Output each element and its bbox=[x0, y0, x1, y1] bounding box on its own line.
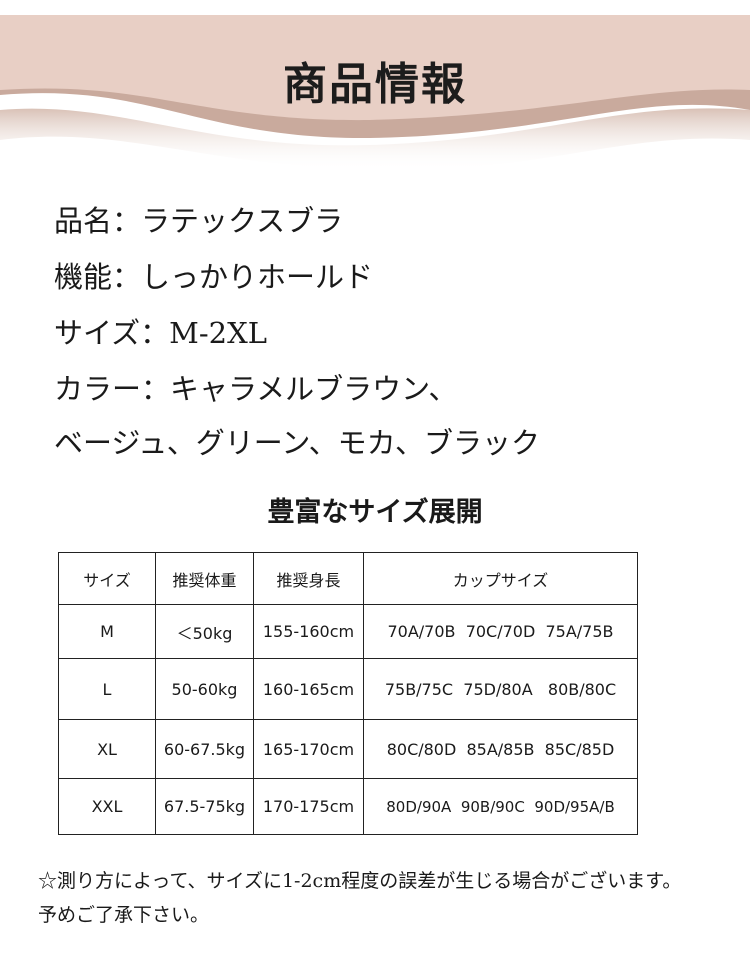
cell: M bbox=[58, 604, 156, 659]
table-header-row: サイズ 推奨体重 推奨身長 カップサイズ bbox=[58, 552, 638, 605]
cell: 80C/80D 85A/85B 85C/85D bbox=[363, 719, 638, 779]
product-colors-cont: ベージュ、グリーン、モカ、ブラック bbox=[54, 426, 541, 460]
cell: 80D/90A 90B/90C 90D/95A/B bbox=[363, 778, 638, 835]
cell: 75B/75C 75D/80A 80B/80C bbox=[363, 658, 638, 720]
table-row: M ＜50kg 155-160cm 70A/70B 70C/70D 75A/75B bbox=[58, 604, 638, 659]
cell: XL bbox=[58, 719, 156, 779]
cell: 67.5-75kg bbox=[155, 778, 254, 835]
product-sizes: サイズ：M-2XL bbox=[54, 316, 267, 350]
product-colors: カラー：キャラメルブラウン、 bbox=[54, 372, 458, 406]
cell: 155-160cm bbox=[253, 604, 364, 659]
header-banner bbox=[0, 15, 750, 170]
table-row: L 50-60kg 160-165cm 75B/75C 75D/80A 80B/80C bbox=[58, 658, 638, 720]
cell: 60-67.5kg bbox=[155, 719, 254, 779]
cell: 170-175cm bbox=[253, 778, 364, 835]
cell: ＜50kg bbox=[155, 604, 254, 659]
table-row: XL 60-67.5kg 165-170cm 80C/80D 85A/85B 85C/… bbox=[58, 719, 638, 779]
size-section-title: 豊富なサイズ展開 bbox=[267, 497, 483, 528]
cell: 165-170cm bbox=[253, 719, 364, 779]
cell: 70A/70B 70C/70D 75A/75B bbox=[363, 604, 638, 659]
cell: 160-165cm bbox=[253, 658, 364, 720]
note-line: 予めご了承下さい。 bbox=[38, 904, 210, 926]
cell: L bbox=[58, 658, 156, 720]
note-line: ☆測り方によって、サイズに1-2cm程度の誤差が生じる場合がございます。 bbox=[38, 870, 682, 892]
header-cell: 推奨体重 bbox=[155, 552, 254, 605]
size-table: サイズ 推奨体重 推奨身長 カップサイズ M ＜50kg 155-160cm 70A/… bbox=[58, 552, 638, 835]
cell: 50-60kg bbox=[155, 658, 254, 720]
cell: XXL bbox=[58, 778, 156, 835]
table-row: XXL 67.5-75kg 170-175cm 80D/90A 90B/90C 90D… bbox=[58, 778, 638, 835]
header-cell: 推奨身長 bbox=[253, 552, 364, 605]
page-title: 商品情報 bbox=[283, 59, 467, 110]
header-cell: サイズ bbox=[58, 552, 156, 605]
disclaimer-note: ☆測り方によって、サイズに1-2cm程度の誤差が生じる場合がございます。 予めご… bbox=[38, 864, 738, 932]
product-name: 品名：ラテックスブラ bbox=[54, 204, 344, 238]
product-function: 機能：しっかりホールド bbox=[54, 260, 374, 294]
header-cell: カップサイズ bbox=[363, 552, 638, 605]
